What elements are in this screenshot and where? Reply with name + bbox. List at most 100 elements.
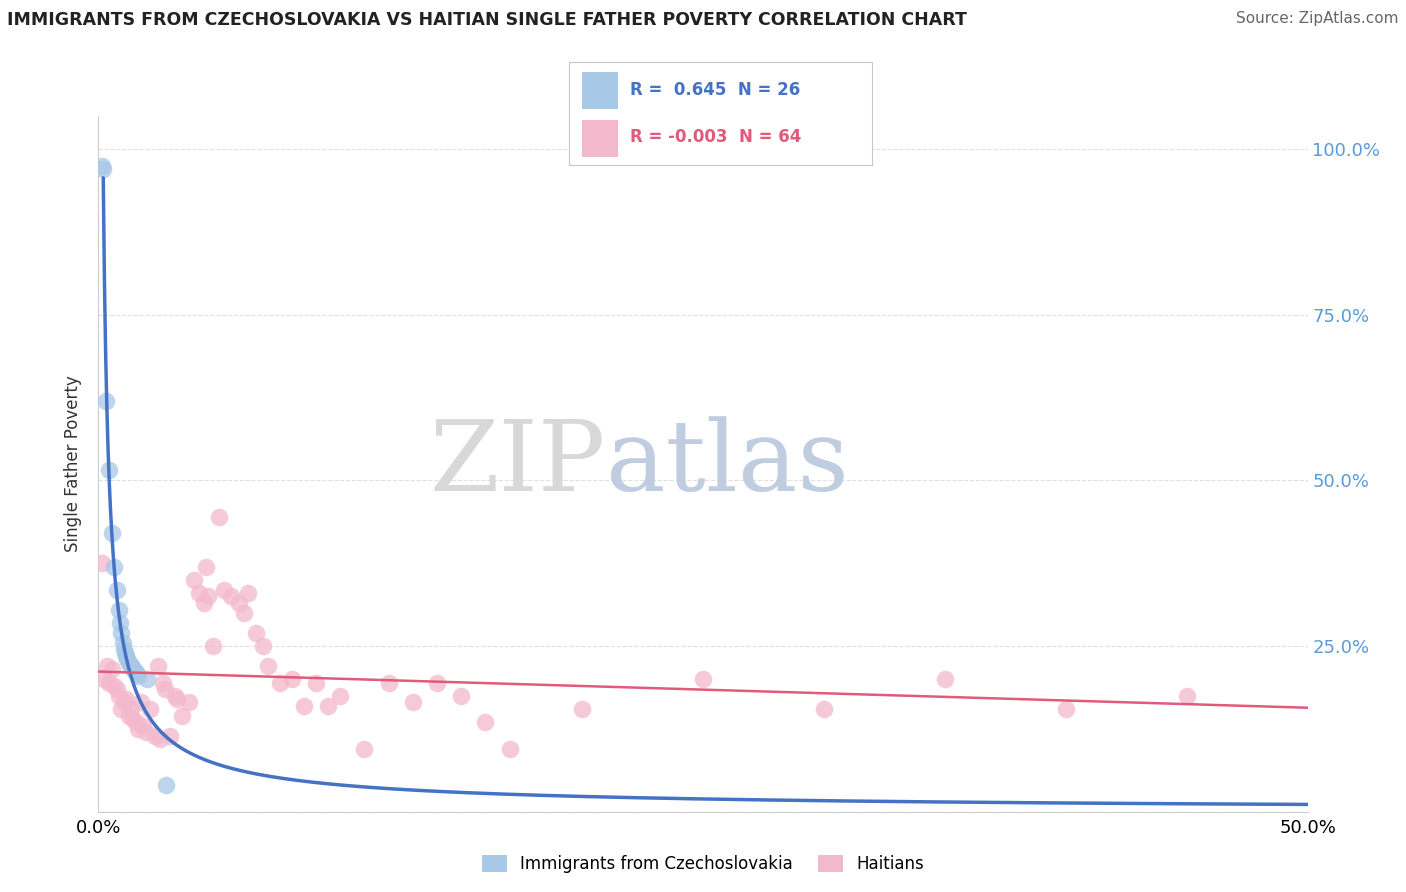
Point: [120, 702, 142, 716]
Point: [112, 695, 135, 709]
Point: [124, 664, 146, 678]
Point: [1054, 702, 1077, 716]
Point: [121, 660, 143, 674]
Text: IMMIGRANTS FROM CZECHOSLOVAKIA VS HAITIAN SINGLE FATHER POVERTY CORRELATION CHAR: IMMIGRANTS FROM CZECHOSLOVAKIA VS HAITIA…: [7, 11, 967, 29]
Point: [139, 702, 162, 716]
Point: [100, 526, 122, 541]
Point: [402, 695, 425, 709]
Point: [98, 463, 121, 477]
Bar: [582, 71, 617, 109]
Point: [256, 659, 278, 673]
Point: [110, 702, 132, 716]
Point: [114, 646, 136, 660]
Point: [129, 695, 152, 709]
Point: [187, 586, 209, 600]
Point: [112, 642, 135, 657]
Point: [118, 656, 141, 670]
Point: [105, 582, 128, 597]
Point: [193, 596, 215, 610]
Point: [117, 652, 139, 666]
Point: [166, 692, 188, 706]
Point: [93, 672, 115, 686]
Point: [146, 659, 169, 673]
Point: [934, 672, 956, 686]
Point: [474, 715, 496, 730]
Point: [122, 662, 145, 676]
Point: [143, 729, 166, 743]
Text: Source: ZipAtlas.com: Source: ZipAtlas.com: [1236, 11, 1399, 26]
Point: [159, 729, 181, 743]
Text: atlas: atlas: [606, 416, 849, 512]
Point: [232, 606, 254, 620]
Point: [115, 648, 138, 663]
Point: [316, 698, 339, 713]
Point: [127, 669, 149, 683]
Point: [212, 582, 235, 597]
Point: [1175, 689, 1198, 703]
Point: [221, 590, 243, 604]
Point: [149, 731, 172, 746]
Point: [202, 639, 225, 653]
Point: [208, 509, 231, 524]
Point: [353, 741, 375, 756]
Point: [179, 695, 201, 709]
Point: [105, 682, 128, 697]
Point: [426, 675, 449, 690]
Point: [329, 689, 352, 703]
Point: [228, 596, 250, 610]
Point: [305, 675, 328, 690]
Point: [98, 675, 121, 690]
Point: [127, 666, 149, 681]
Point: [155, 778, 177, 792]
Point: [91, 161, 114, 176]
Point: [163, 689, 186, 703]
Text: ZIP: ZIP: [430, 416, 606, 512]
Point: [103, 679, 125, 693]
Point: [111, 636, 134, 650]
Point: [94, 393, 117, 408]
Point: [498, 741, 520, 756]
Point: [292, 698, 315, 713]
Point: [692, 672, 714, 686]
Point: [91, 556, 114, 570]
Point: [450, 689, 472, 703]
Point: [118, 657, 141, 671]
Point: [183, 573, 205, 587]
Point: [122, 712, 145, 726]
Point: [125, 665, 148, 680]
Point: [135, 725, 157, 739]
Point: [281, 672, 304, 686]
Bar: [582, 120, 617, 157]
Point: [115, 692, 138, 706]
Point: [571, 702, 593, 716]
Point: [135, 672, 157, 686]
Y-axis label: Single Father Poverty: Single Father Poverty: [65, 376, 83, 552]
Point: [110, 625, 132, 640]
Text: R =  0.645  N = 26: R = 0.645 N = 26: [630, 81, 800, 99]
Point: [152, 675, 174, 690]
Point: [197, 590, 219, 604]
Legend: Immigrants from Czechoslovakia, Haitians: Immigrants from Czechoslovakia, Haitians: [475, 848, 931, 880]
Point: [125, 715, 148, 730]
Point: [120, 659, 142, 673]
Point: [153, 682, 176, 697]
Point: [170, 708, 193, 723]
Point: [252, 639, 274, 653]
Point: [269, 675, 291, 690]
Text: R = -0.003  N = 64: R = -0.003 N = 64: [630, 128, 801, 146]
Point: [108, 615, 131, 630]
Point: [132, 718, 155, 732]
Point: [118, 708, 141, 723]
Point: [127, 722, 149, 736]
Point: [91, 159, 114, 173]
Point: [245, 625, 267, 640]
Point: [100, 662, 122, 676]
Point: [195, 559, 218, 574]
Point: [813, 702, 835, 716]
Point: [96, 659, 118, 673]
Point: [108, 602, 131, 616]
Point: [108, 689, 131, 703]
Point: [238, 586, 260, 600]
Point: [377, 675, 399, 690]
Point: [103, 559, 125, 574]
